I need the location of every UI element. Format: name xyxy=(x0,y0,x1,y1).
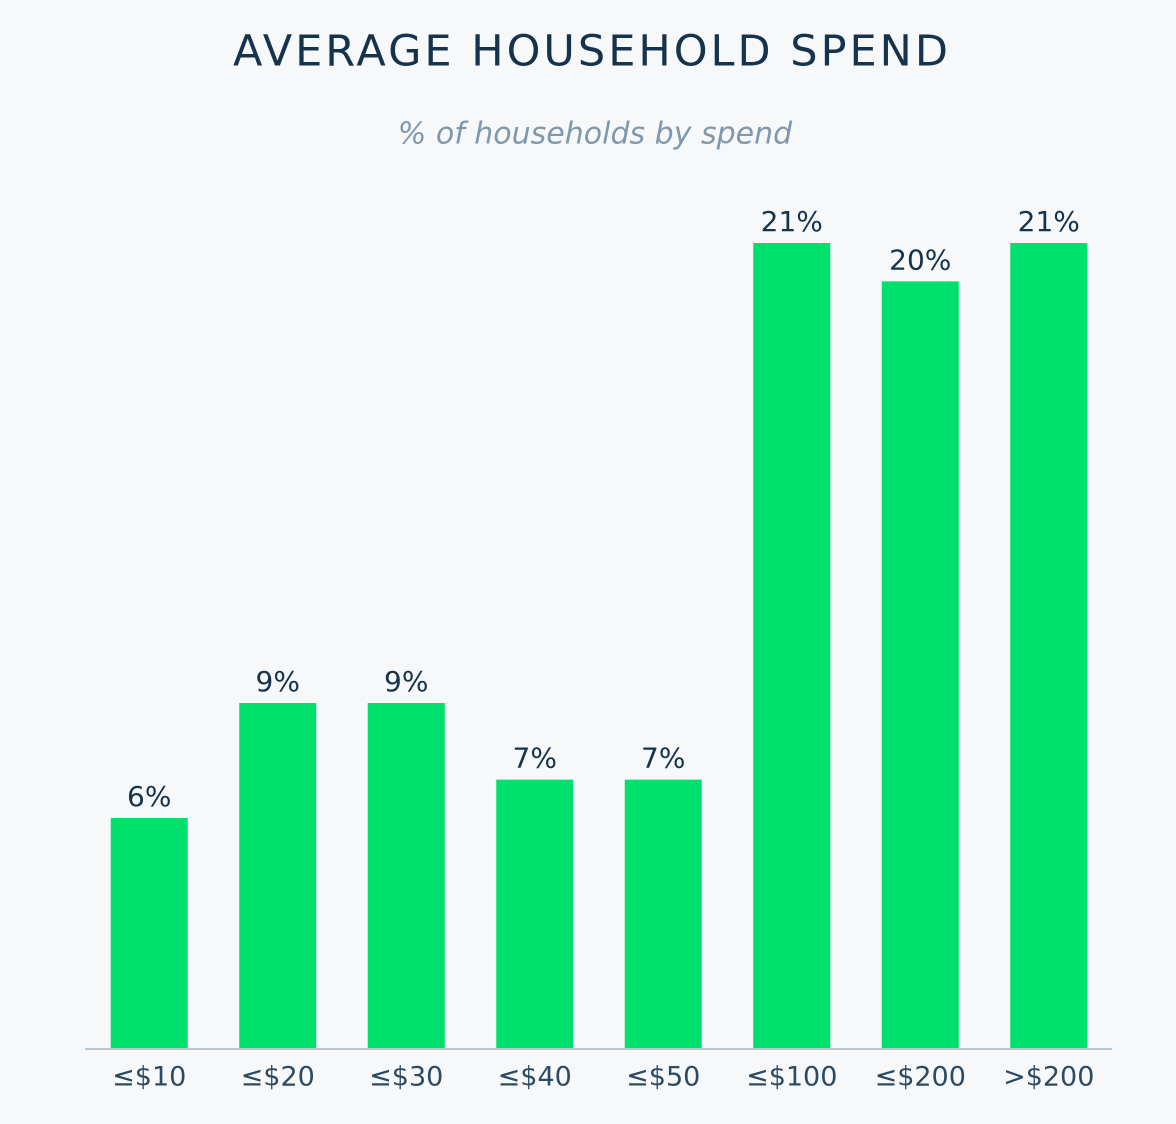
bar xyxy=(110,818,188,1048)
x-tick-label: ≤$20 xyxy=(241,1062,315,1093)
x-tick-label: ≤$10 xyxy=(112,1062,186,1093)
x-tick-label: ≤$30 xyxy=(369,1062,443,1093)
bar xyxy=(1010,243,1088,1048)
x-tick-label: >$200 xyxy=(1003,1062,1094,1093)
value-label: 6% xyxy=(127,780,171,813)
bar xyxy=(496,779,574,1048)
bar xyxy=(239,703,317,1048)
bar xyxy=(624,779,702,1048)
value-label: 9% xyxy=(256,665,300,698)
x-tick-label: ≤$40 xyxy=(498,1062,572,1093)
chart-subtitle: % of households by spend xyxy=(398,117,793,152)
bar xyxy=(753,243,831,1048)
x-tick-label: ≤$100 xyxy=(746,1062,837,1093)
bar xyxy=(881,281,959,1048)
value-label: 7% xyxy=(513,742,557,775)
value-label: 20% xyxy=(889,243,951,276)
value-label: 21% xyxy=(761,205,823,238)
x-tick-label: ≤$200 xyxy=(875,1062,966,1093)
value-label: 7% xyxy=(641,742,685,775)
bar xyxy=(367,703,445,1048)
value-label: 21% xyxy=(1018,205,1080,238)
value-label: 9% xyxy=(384,665,428,698)
chart-title: AVERAGE HOUSEHOLD SPEND xyxy=(233,27,951,77)
x-tick-label: ≤$50 xyxy=(626,1062,700,1093)
